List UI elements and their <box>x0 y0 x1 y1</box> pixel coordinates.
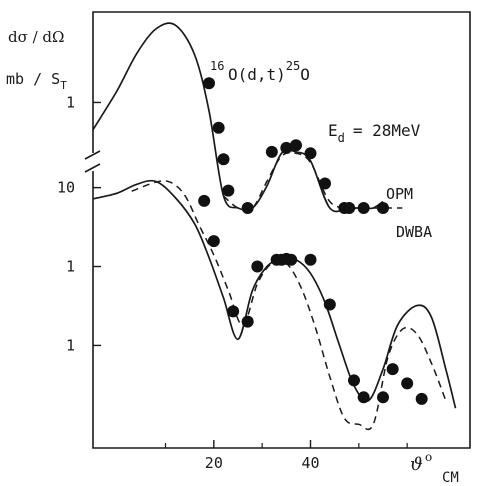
lower-data-point <box>304 253 317 266</box>
upper-data-point <box>357 202 370 214</box>
lower-data-point <box>198 194 211 207</box>
y-axis-label-line1: dσ / dΩ <box>8 28 64 46</box>
upper-data-point <box>265 145 278 158</box>
lower-data-point <box>241 315 254 328</box>
lower-dwba-curve <box>131 180 447 431</box>
upper-data-point <box>343 202 356 214</box>
upper-data-point <box>290 139 302 152</box>
axis-break-mark <box>84 150 101 160</box>
upper-data-point <box>280 141 293 154</box>
upper-dwba-curve <box>223 151 403 212</box>
plot-frame <box>84 11 471 449</box>
upper-data-point <box>203 77 215 90</box>
x-tick-label: 40 <box>301 454 319 472</box>
beam-energy-label: Ed = 28MeV <box>328 121 421 145</box>
y-tick-label: 1 <box>66 336 75 354</box>
y-tick-label: 10 <box>57 179 75 197</box>
x-axis-cm-label: CM <box>442 470 459 486</box>
y-axis-label-line2: mb / ST <box>6 70 67 92</box>
upper-data-point <box>222 184 235 197</box>
lower-opm-curve <box>92 179 457 409</box>
lower-data-point <box>377 391 389 404</box>
lower-data-point <box>348 374 360 387</box>
data-points <box>198 77 428 405</box>
upper-data-point <box>377 202 389 214</box>
reaction-equation: O(d,t)25O <box>228 59 310 84</box>
axis-break-mark <box>84 163 101 173</box>
plot-border <box>92 11 471 449</box>
upper-opm-curve <box>92 22 384 213</box>
lower-data-point <box>323 298 336 311</box>
upper-data-point <box>304 147 317 160</box>
x-axis-degree-mark: o <box>425 450 432 464</box>
x-tick-label: 20 <box>205 454 223 472</box>
x-axis-theta-symbol: ϑ <box>410 454 423 475</box>
legend-opm: OPM <box>386 185 413 203</box>
y-tick-label: 1 <box>66 258 75 276</box>
upper-data-point <box>217 153 230 166</box>
lower-data-point <box>207 235 220 248</box>
y-tick-label: 1 <box>66 93 75 111</box>
lower-data-point <box>357 391 370 404</box>
lower-data-point <box>415 392 428 405</box>
upper-data-point <box>212 121 225 134</box>
upper-data-point <box>319 177 331 190</box>
upper-data-point <box>241 202 254 214</box>
axis-ticks: 20 40 1 10 1 1 <box>57 93 408 472</box>
lower-data-point <box>285 253 298 266</box>
lower-data-point <box>227 305 240 318</box>
legend-dwba: DWBA <box>396 223 432 241</box>
lower-data-point <box>386 363 399 376</box>
reaction-mass-number: 16 <box>210 59 224 73</box>
lower-data-point <box>401 377 414 390</box>
lower-data-point <box>251 260 264 273</box>
